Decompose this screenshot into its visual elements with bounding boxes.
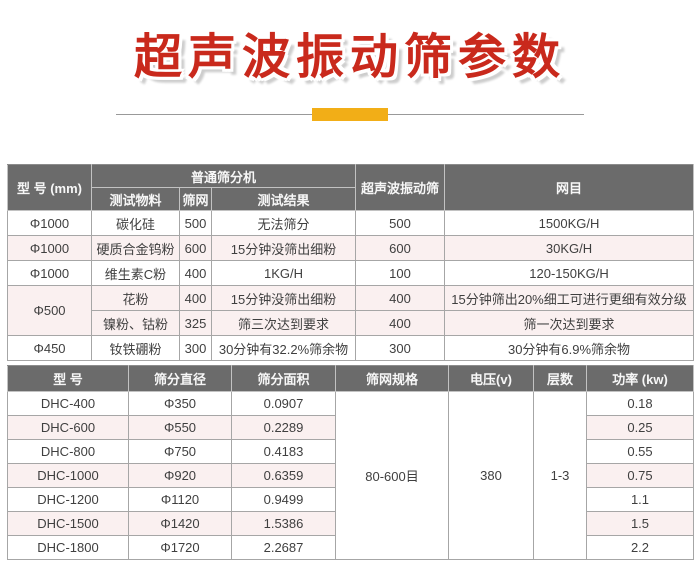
divider-gold-bar: [312, 107, 388, 121]
cell-screen-diameter: Φ350: [128, 391, 232, 417]
cell-screen-diameter: Φ1120: [128, 487, 232, 513]
cell-model: Φ450: [7, 335, 92, 362]
cell-model: DHC-600: [7, 415, 129, 441]
cell-model: Φ1000: [7, 210, 92, 237]
cell-mesh: 400: [179, 260, 212, 287]
cell-model: Φ500: [7, 285, 92, 337]
divider-line-right: [388, 113, 584, 115]
col-header-ultrasonic: 超声波振动筛: [355, 164, 446, 212]
cell-ultrasonic: 600: [355, 235, 446, 262]
cell-model: Φ1000: [7, 260, 92, 287]
cell-model: Φ1000: [7, 235, 92, 262]
cell-mesh: 500: [179, 210, 212, 237]
cell-ultrasonic: 300: [355, 335, 446, 362]
col-header-screen-area: 筛分面积: [231, 365, 336, 393]
cell-screen-area: 0.2289: [231, 415, 336, 441]
cell-power: 0.18: [586, 391, 694, 417]
cell-ultrasonic: 100: [355, 260, 446, 287]
cell-output: 15分钟筛出20%细工可进行更细有效分级: [444, 285, 695, 312]
table-row: Φ1000 碳化硅 500 无法筛分 500 1500KG/H: [7, 210, 695, 237]
cell-output: 120-150KG/H: [444, 260, 695, 287]
cell-result: 15分钟没筛出细粉: [210, 285, 357, 312]
col-header-mesh-spec: 筛网规格: [335, 365, 449, 393]
cell-result: 30分钟有32.2%筛余物: [210, 335, 357, 362]
cell-screen-area: 0.6359: [231, 463, 336, 489]
cell-power: 0.25: [586, 415, 694, 441]
cell-mesh: 300: [179, 335, 212, 362]
comparison-header-row-1: 型 号 (mm) 普通筛分机 超声波振动筛 网目: [7, 164, 695, 212]
cell-ultrasonic: 400: [355, 310, 446, 337]
cell-model: DHC-800: [7, 439, 129, 465]
spec-header-row: 型 号 筛分直径 筛分面积 筛网规格 电压(v) 层数 功率 (kw): [7, 365, 694, 393]
cell-model: DHC-1000: [7, 463, 129, 489]
page-title: 超声波振动筛参数: [133, 31, 566, 84]
title-divider: [116, 107, 584, 121]
table-row: Φ1000 硬质合金钨粉 600 15分钟没筛出细粉 600 30KG/H: [7, 235, 695, 262]
cell-material: 碳化硅: [91, 210, 180, 237]
col-header-power: 功率 (kw): [586, 365, 694, 393]
cell-material: 钕铁硼粉: [91, 335, 180, 362]
cell-output: 30KG/H: [444, 235, 695, 262]
table-row: Φ450 钕铁硼粉 300 30分钟有32.2%筛余物 300 30分钟有6.9…: [7, 335, 695, 362]
cell-screen-area: 0.4183: [231, 439, 336, 465]
table-row: Φ500 花粉 400 15分钟没筛出细粉 400 15分钟筛出20%细工可进行…: [7, 285, 695, 337]
cell-screen-area: 1.5386: [231, 511, 336, 537]
cell-result: 无法筛分: [210, 210, 357, 237]
cell-mesh-spec: 80-600目: [335, 391, 449, 561]
table-row: DHC-800 Φ750 0.4183 0.55: [7, 439, 694, 465]
cell-screen-area: 0.9499: [231, 487, 336, 513]
cell-material: 硬质合金钨粉: [91, 235, 180, 262]
cell-screen-diameter: Φ750: [128, 439, 232, 465]
col-header-model: 型 号 (mm): [7, 164, 92, 212]
cell-screen-diameter: Φ920: [128, 463, 232, 489]
cell-layers: 1-3: [533, 391, 587, 561]
cell-result: 筛三次达到要求: [210, 310, 357, 337]
cell-material: 镍粉、钴粉: [91, 310, 180, 337]
cell-screen-area: 0.0907: [231, 391, 336, 417]
col-header-model: 型 号: [7, 365, 129, 393]
table-row: 镍粉、钴粉 325 筛三次达到要求 400 筛一次达到要求: [8, 310, 695, 337]
cell-result: 15分钟没筛出细粉: [210, 235, 357, 262]
comparison-header-row-2: 测试物料 筛网 测试结果: [8, 187, 694, 212]
col-header-layers: 层数: [533, 365, 587, 393]
cell-ultrasonic: 400: [355, 285, 446, 312]
table-row: Φ1000 维生素C粉 400 1KG/H 100 120-150KG/H: [7, 260, 695, 287]
divider-line-left: [116, 113, 312, 115]
cell-output: 筛一次达到要求: [444, 310, 695, 337]
col-header-screen-diameter: 筛分直径: [128, 365, 232, 393]
cell-model: DHC-400: [7, 391, 129, 417]
cell-screen-diameter: Φ550: [128, 415, 232, 441]
cell-output: 1500KG/H: [444, 210, 695, 237]
table-row: DHC-1500 Φ1420 1.5386 1.5: [7, 511, 694, 537]
col-header-mesh: 筛网: [179, 187, 212, 212]
model-spec-table: 型 号 筛分直径 筛分面积 筛网规格 电压(v) 层数 功率 (kw) DHC-…: [7, 365, 694, 561]
col-header-result: 测试结果: [210, 187, 357, 212]
cell-screen-diameter: Φ1420: [128, 511, 232, 537]
cell-mesh: 400: [179, 285, 212, 312]
cell-model: DHC-1500: [7, 511, 129, 537]
cell-ultrasonic: 500: [355, 210, 446, 237]
parameter-tables: 型 号 (mm) 普通筛分机 超声波振动筛 网目 测试物料 筛网 测试结果 Φ1…: [7, 164, 695, 561]
comparison-table: 型 号 (mm) 普通筛分机 超声波振动筛 网目 测试物料 筛网 测试结果 Φ1…: [7, 164, 695, 362]
col-header-ordinary-group: 普通筛分机: [90, 164, 357, 189]
col-header-material: 测试物料: [91, 187, 180, 212]
col-header-voltage: 电压(v): [448, 365, 534, 393]
cell-voltage: 380: [448, 391, 534, 561]
cell-power: 0.75: [586, 463, 694, 489]
cell-model: DHC-1200: [7, 487, 129, 513]
cell-result: 1KG/H: [210, 260, 357, 287]
cell-material: 维生素C粉: [91, 260, 180, 287]
col-header-mesh-output: 网目: [444, 164, 695, 212]
cell-mesh: 600: [179, 235, 212, 262]
cell-power: 1.5: [586, 511, 694, 537]
cell-power: 1.1: [586, 487, 694, 513]
table-row: DHC-400 Φ350 0.0907 80-600目 380 1-3 0.18: [7, 391, 694, 561]
cell-material: 花粉: [91, 285, 180, 312]
cell-mesh: 325: [179, 310, 212, 337]
table-row: DHC-1000 Φ920 0.6359 0.75: [7, 463, 694, 489]
cell-output: 30分钟有6.9%筛余物: [444, 335, 695, 362]
cell-power: 0.55: [586, 439, 694, 465]
